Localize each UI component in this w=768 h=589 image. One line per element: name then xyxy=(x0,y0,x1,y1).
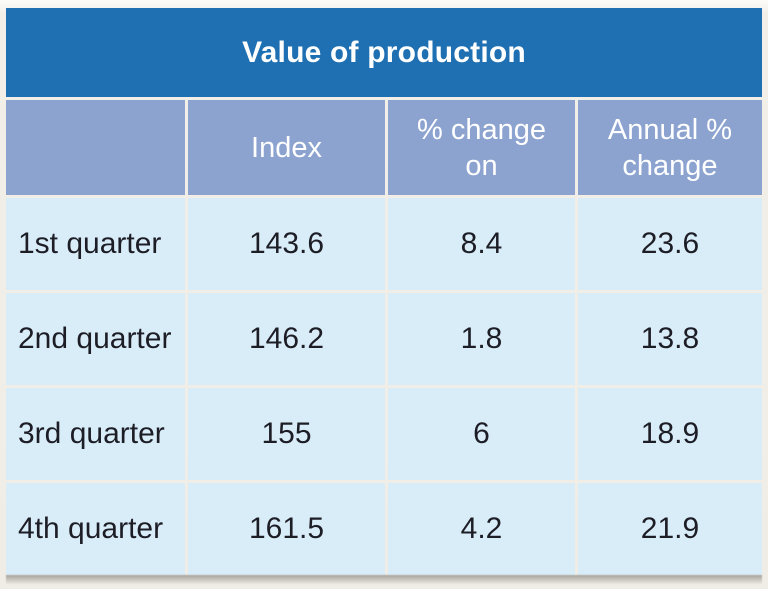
table-cell-annual-q4: 21.9 xyxy=(578,483,762,575)
row-label-4th-quarter: 4th quarter xyxy=(6,483,185,575)
table-cell-pct-change-q4: 4.2 xyxy=(388,483,575,575)
table-cell-index-q2: 146.2 xyxy=(188,293,385,385)
table-cell-pct-change-q3: 6 xyxy=(388,388,575,480)
row-label-2nd-quarter: 2nd quarter xyxy=(6,293,185,385)
header-cell-annual-pct-change: Annual % change xyxy=(578,100,762,195)
table-cell-annual-q2: 13.8 xyxy=(578,293,762,385)
table-cell-pct-change-q1: 8.4 xyxy=(388,198,575,290)
production-table: Value of production Index % change on An… xyxy=(6,8,762,575)
page-title: Value of production xyxy=(242,35,526,69)
table-cell-index-q3: 155 xyxy=(188,388,385,480)
table-cell-index-q4: 161.5 xyxy=(188,483,385,575)
table-title-bar: Value of production xyxy=(6,8,762,97)
table-cell-annual-q3: 18.9 xyxy=(578,388,762,480)
header-cell-pct-change-on: % change on xyxy=(388,100,575,195)
table-cell-pct-change-q2: 1.8 xyxy=(388,293,575,385)
header-cell-blank xyxy=(6,100,185,195)
row-label-1st-quarter: 1st quarter xyxy=(6,198,185,290)
row-label-3rd-quarter: 3rd quarter xyxy=(6,388,185,480)
table-bottom-shadow xyxy=(6,575,762,584)
table-cell-index-q1: 143.6 xyxy=(188,198,385,290)
header-cell-index: Index xyxy=(188,100,385,195)
table-cell-annual-q1: 23.6 xyxy=(578,198,762,290)
